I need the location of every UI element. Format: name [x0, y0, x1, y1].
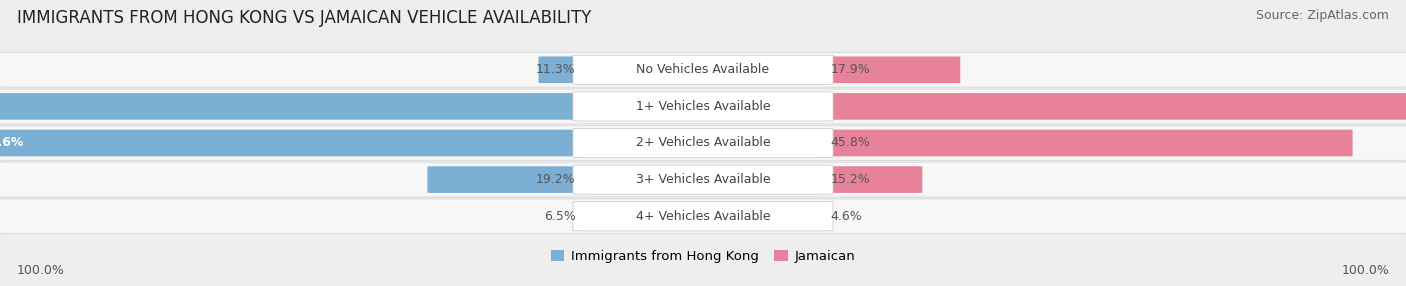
Text: 45.8%: 45.8%	[830, 136, 870, 150]
Text: 11.3%: 11.3%	[536, 63, 576, 76]
FancyBboxPatch shape	[697, 203, 773, 230]
FancyBboxPatch shape	[574, 55, 832, 84]
FancyBboxPatch shape	[427, 166, 709, 193]
Text: 3+ Vehicles Available: 3+ Vehicles Available	[636, 173, 770, 186]
Text: 2+ Vehicles Available: 2+ Vehicles Available	[636, 136, 770, 150]
FancyBboxPatch shape	[0, 162, 1406, 197]
Legend: Immigrants from Hong Kong, Jamaican: Immigrants from Hong Kong, Jamaican	[546, 245, 860, 268]
Text: IMMIGRANTS FROM HONG KONG VS JAMAICAN VEHICLE AVAILABILITY: IMMIGRANTS FROM HONG KONG VS JAMAICAN VE…	[17, 9, 592, 27]
Text: 100.0%: 100.0%	[1341, 265, 1389, 277]
FancyBboxPatch shape	[574, 92, 832, 121]
FancyBboxPatch shape	[0, 52, 1406, 87]
FancyBboxPatch shape	[574, 202, 832, 231]
Text: 1+ Vehicles Available: 1+ Vehicles Available	[636, 100, 770, 113]
Text: Source: ZipAtlas.com: Source: ZipAtlas.com	[1256, 9, 1389, 21]
Text: 15.2%: 15.2%	[830, 173, 870, 186]
FancyBboxPatch shape	[0, 130, 709, 156]
Text: 19.2%: 19.2%	[536, 173, 576, 186]
Text: 100.0%: 100.0%	[17, 265, 65, 277]
Text: 6.5%: 6.5%	[544, 210, 576, 223]
FancyBboxPatch shape	[0, 89, 1406, 124]
Text: 17.9%: 17.9%	[830, 63, 870, 76]
FancyBboxPatch shape	[697, 130, 1353, 156]
Text: 52.6%: 52.6%	[0, 136, 24, 150]
Text: 4.6%: 4.6%	[830, 210, 862, 223]
FancyBboxPatch shape	[606, 203, 709, 230]
Text: No Vehicles Available: No Vehicles Available	[637, 63, 769, 76]
FancyBboxPatch shape	[697, 166, 922, 193]
FancyBboxPatch shape	[0, 126, 1406, 160]
FancyBboxPatch shape	[574, 128, 832, 158]
FancyBboxPatch shape	[574, 165, 832, 194]
FancyBboxPatch shape	[0, 199, 1406, 234]
Text: 4+ Vehicles Available: 4+ Vehicles Available	[636, 210, 770, 223]
FancyBboxPatch shape	[697, 56, 960, 83]
FancyBboxPatch shape	[538, 56, 709, 83]
FancyBboxPatch shape	[0, 93, 709, 120]
FancyBboxPatch shape	[697, 93, 1406, 120]
